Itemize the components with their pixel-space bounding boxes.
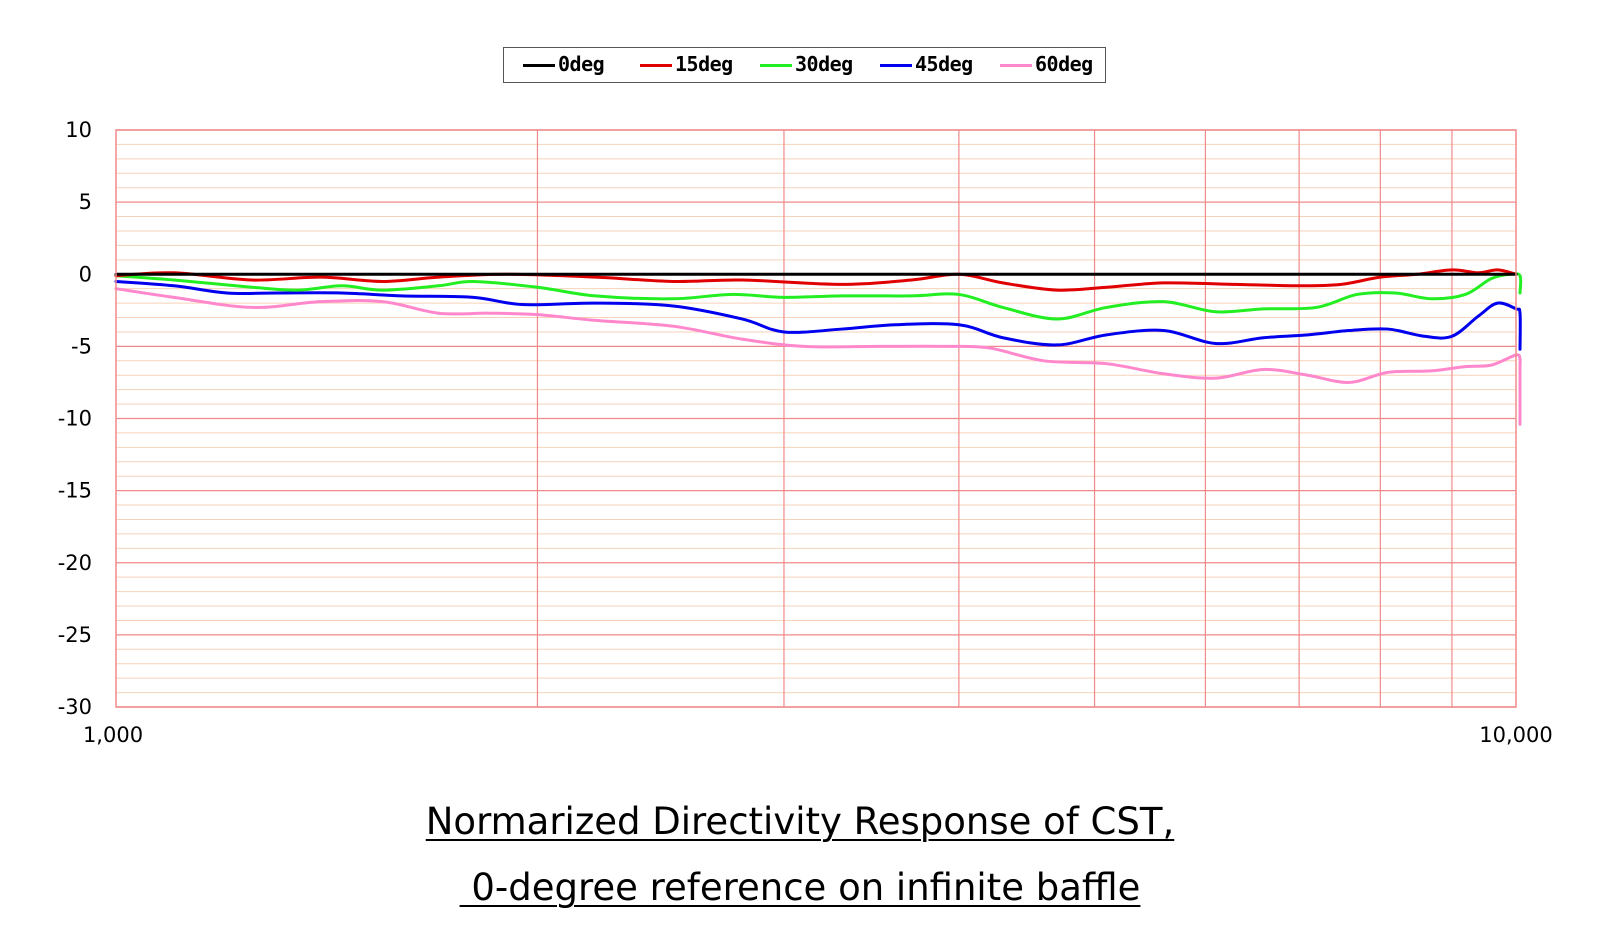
y-tick-label: 5	[79, 190, 92, 214]
y-tick-label: -5	[71, 334, 92, 358]
legend-label-0deg: 0deg	[558, 52, 605, 76]
legend-swatch-30deg	[760, 64, 792, 67]
x-tick-label-max: 10,000	[1479, 723, 1552, 747]
legend-label-60deg: 60deg	[1035, 52, 1093, 76]
chart-title: Normarized Directivity Response of CST,	[425, 800, 1175, 843]
legend-swatch-60deg	[1000, 64, 1032, 67]
legend-label-30deg: 30deg	[795, 52, 853, 76]
legend-swatch-15deg	[640, 64, 672, 67]
legend-label-45deg: 45deg	[915, 52, 973, 76]
y-tick-label: -10	[58, 407, 92, 431]
legend-swatch-45deg	[880, 64, 912, 67]
y-axis-tick-labels: 10 5 0 -5 -10 -15 -20 -25 -30	[58, 118, 92, 719]
legend: 0deg 15deg 30deg 45deg 60deg	[503, 47, 1106, 83]
y-tick-label: 0	[79, 262, 92, 286]
x-axis-tick-labels: 1,000 10,000	[83, 723, 1553, 747]
y-tick-label: -30	[58, 695, 92, 719]
chart-subtitle: 0-degree reference on infinite baffle	[459, 866, 1141, 909]
plot-area-frame	[115, 129, 1517, 708]
minor-gridlines	[116, 143, 1516, 694]
x-tick-label-min: 1,000	[83, 723, 143, 747]
series-line-45deg	[114, 279, 1522, 351]
y-tick-label: -20	[58, 551, 92, 575]
series-line-30deg	[114, 272, 1523, 321]
series-line-60deg	[114, 287, 1522, 426]
y-tick-label: -15	[58, 479, 92, 503]
y-tick-label: 10	[65, 118, 92, 142]
y-tick-label: -25	[58, 623, 92, 647]
legend-label-15deg: 15deg	[675, 52, 733, 76]
legend-swatch-0deg	[523, 64, 555, 67]
series-layer	[114, 268, 1523, 426]
vertical-gridlines	[536, 130, 1453, 707]
